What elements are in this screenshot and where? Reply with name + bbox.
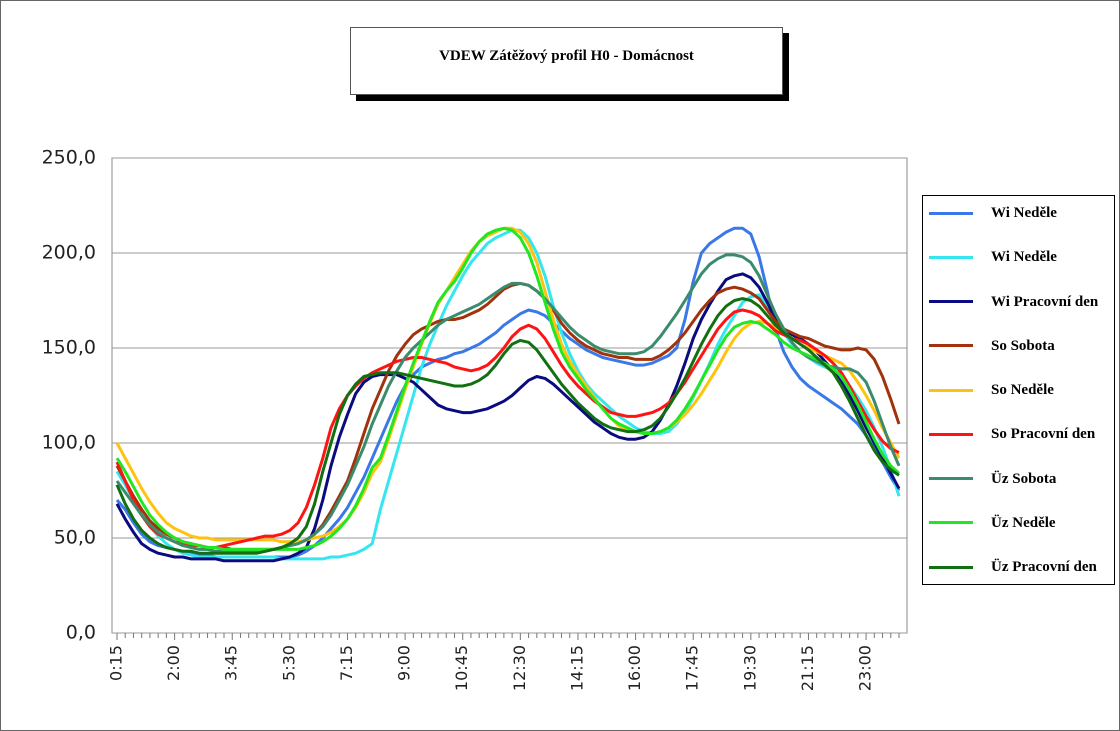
legend-label: So Pracovní den	[991, 426, 1096, 443]
series-line	[115, 226, 901, 551]
x-tick-label: 7:15	[337, 645, 356, 681]
x-tick-label: 2:00	[164, 645, 183, 681]
legend-item: So Neděle	[929, 381, 1108, 399]
x-tick-label: 16:00	[625, 645, 644, 691]
legend-item: Wi Neděle	[929, 204, 1108, 222]
x-tick-label: 12:30	[510, 645, 529, 691]
legend-label: Wi Pracovní den	[991, 293, 1099, 310]
legend: Wi Neděle Wi Neděle Wi Pracovní den So Sobo…	[922, 195, 1115, 585]
series-line	[115, 226, 901, 544]
x-tick-label: 19:30	[740, 645, 759, 691]
y-tick-label: 150,0	[42, 337, 96, 359]
legend-label: So Sobota	[991, 337, 1055, 354]
series-line	[115, 253, 901, 553]
y-tick-label: 0,0	[66, 622, 96, 644]
legend-label: Üz Sobota	[991, 470, 1057, 487]
chart-title: VDEW Zátěžový profil H0 - Domácnost	[350, 27, 783, 95]
legend-item: So Sobota	[929, 337, 1108, 355]
legend-label: Üz Neděle	[991, 514, 1056, 531]
legend-swatch	[929, 477, 973, 480]
series-line	[115, 308, 900, 549]
legend-swatch	[929, 300, 973, 303]
legend-swatch	[929, 565, 973, 569]
x-tick-label: 10:45	[452, 645, 471, 691]
legend-swatch	[929, 344, 973, 348]
legend-item: Üz Sobota	[929, 470, 1108, 488]
series-line	[115, 228, 901, 561]
legend-label: Wi Neděle	[991, 205, 1057, 221]
legend-swatch	[929, 388, 973, 392]
legend-item: So Pracovní den	[929, 425, 1108, 443]
series-line	[115, 297, 900, 555]
legend-label: Wi Neděle	[991, 249, 1057, 266]
legend-item: Üz Neděle	[929, 514, 1108, 532]
legend-item: Üz Pracovní den	[929, 558, 1108, 576]
legend-swatch	[929, 432, 973, 436]
legend-item: Wi Neděle	[929, 248, 1108, 266]
y-tick-label: 250,0	[42, 147, 96, 169]
x-tick-label: 5:30	[279, 645, 298, 681]
legend-label: Üz Pracovní den	[991, 559, 1097, 575]
series-line	[115, 226, 901, 559]
x-tick-label: 0:15	[107, 645, 126, 681]
legend-swatch	[929, 255, 973, 259]
x-tick-label: 23:00	[856, 645, 875, 691]
legend-swatch	[929, 521, 973, 525]
x-tick-label: 14:15	[567, 645, 586, 691]
legend-item: Wi Pracovní den	[929, 293, 1108, 311]
y-tick-label: 50,0	[54, 527, 96, 549]
legend-swatch	[929, 211, 973, 215]
legend-label: So Neděle	[991, 382, 1054, 398]
x-tick-label: 9:00	[395, 645, 414, 681]
y-tick-label: 100,0	[42, 432, 96, 454]
x-tick-label: 17:45	[683, 645, 702, 691]
x-tick-label: 3:45	[222, 645, 241, 681]
series-line	[115, 272, 901, 563]
x-tick-label: 21:15	[798, 645, 817, 691]
y-tick-label: 200,0	[42, 242, 96, 264]
